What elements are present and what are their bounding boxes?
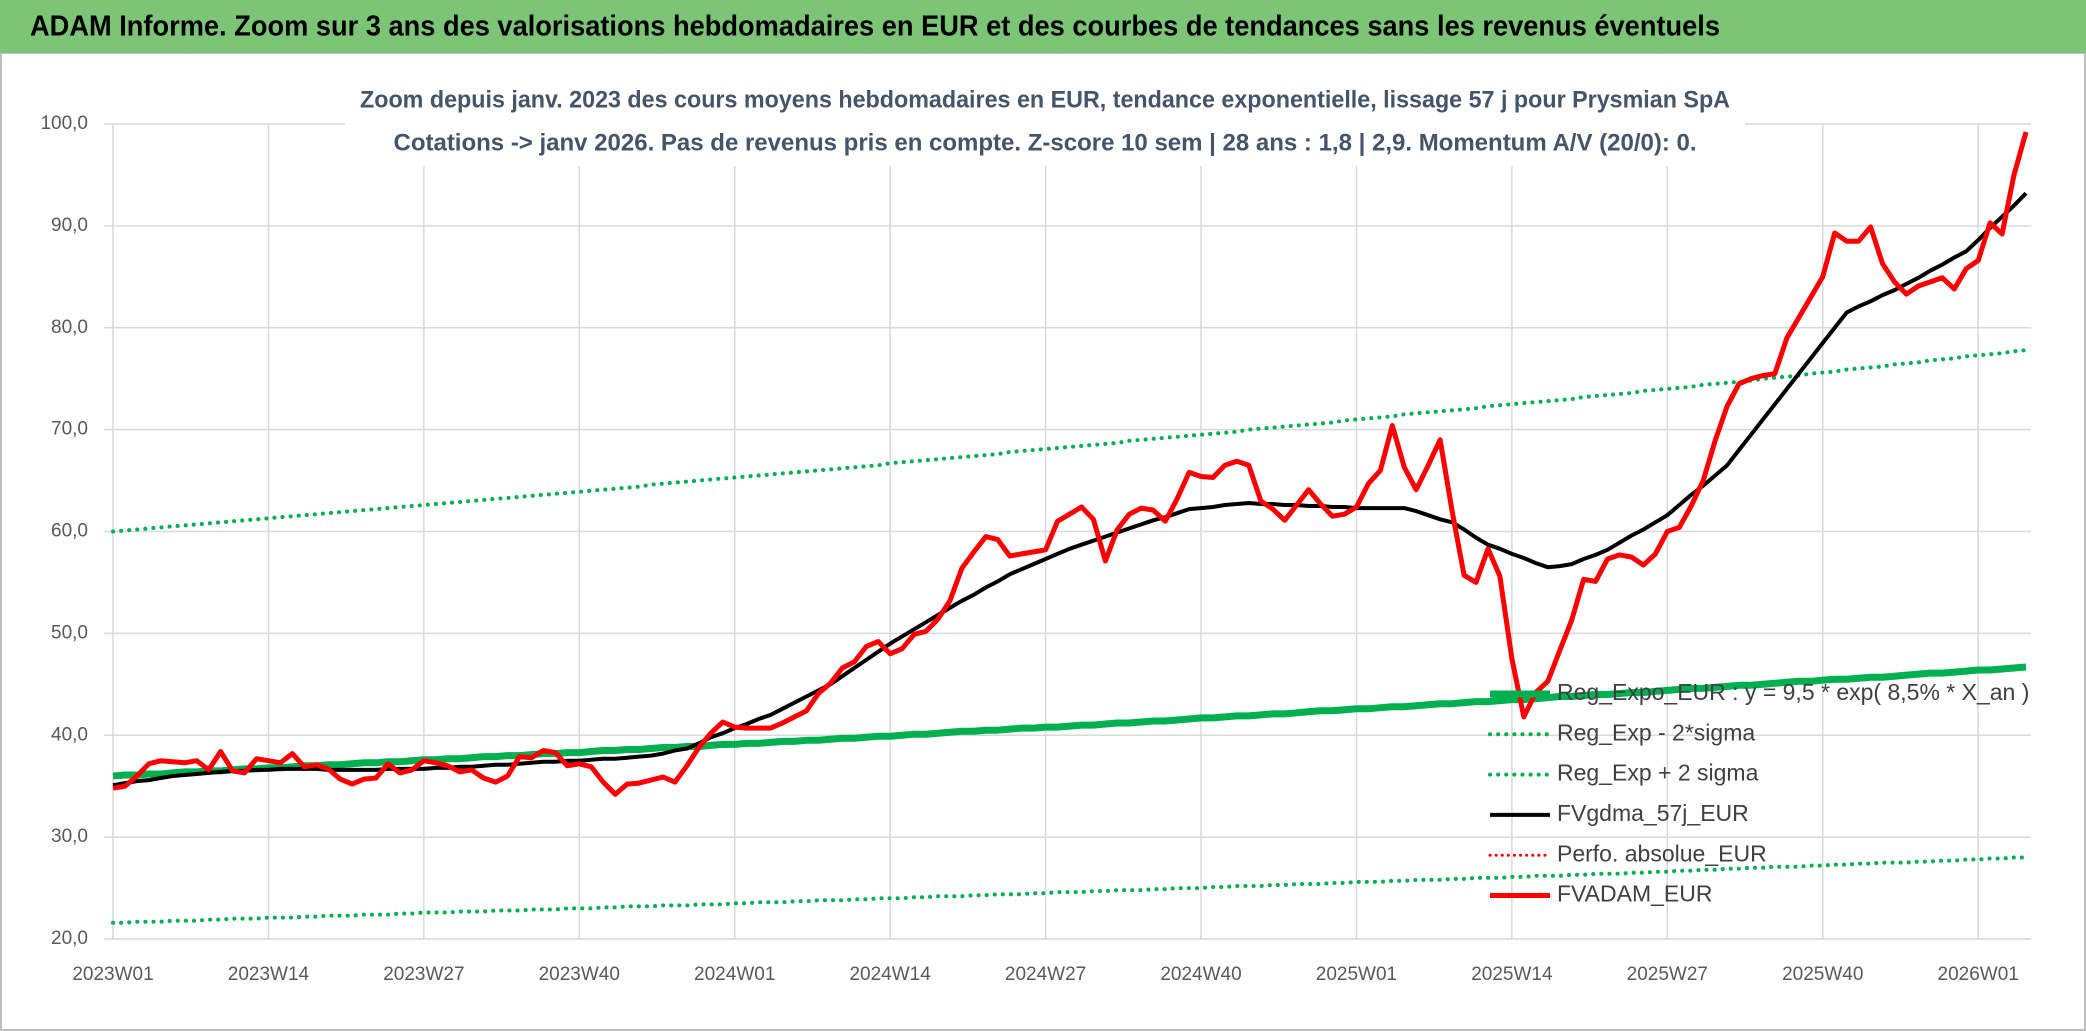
legend-label: Reg_Expo_EUR : y = 9,5 * exp( 8,5% * X_a… [1557,679,2029,705]
series-line [111,855,2028,925]
y-tick-label: 100,0 [40,113,88,134]
y-tick-label: 20,0 [51,928,88,949]
x-tick-label: 2024W27 [1005,964,1086,985]
y-tick-label: 60,0 [51,521,88,542]
y-tick-label: 30,0 [51,826,88,847]
x-tick-label: 2025W14 [1471,964,1553,985]
x-tick-label: 2025W40 [1782,964,1863,985]
y-tick-label: 50,0 [51,622,88,643]
x-tick-label: 2024W01 [694,964,775,985]
x-tick-label: 2024W40 [1160,964,1241,985]
y-tick-label: 70,0 [51,419,88,440]
chart-subtitle: Zoom depuis janv. 2023 des cours moyens … [360,86,1730,113]
chart-title: ADAM Informe. Zoom sur 3 ans des valoris… [30,11,1720,43]
legend: Reg_Expo_EUR : y = 9,5 * exp( 8,5% * X_a… [1488,679,2029,907]
legend-label: Perfo. absolue_EUR [1557,840,1767,866]
x-tick-label: 2023W27 [383,964,464,985]
legend-label: FVgdma_57j_EUR [1557,800,1749,826]
x-tick-label: 2024W14 [849,964,931,985]
legend-label: FVADAM_EUR [1557,881,1713,907]
y-tick-label: 40,0 [51,724,88,745]
x-tick-label: 2025W01 [1316,964,1397,985]
x-tick-label: 2025W27 [1627,964,1708,985]
x-tick-label: 2023W14 [228,964,310,985]
chart-frame [0,52,2086,1031]
legend-label: Reg_Exp - 2*sigma [1557,719,1755,745]
legend-label: Reg_Exp + 2 sigma [1557,760,1759,786]
series-line [112,131,2029,797]
chart-subtitle: Cotations -> janv 2026. Pas de revenus p… [393,129,1696,156]
x-tick-label: 2026W01 [1938,964,2019,985]
title-bar [0,0,2086,53]
x-tick-label: 2023W01 [72,964,153,985]
y-tick-label: 90,0 [51,215,88,236]
plot-area [111,131,2029,925]
subtitle-background [345,82,1745,166]
y-tick-label: 80,0 [51,317,88,338]
series-line [112,191,2028,788]
x-tick-label: 2023W40 [539,964,620,985]
